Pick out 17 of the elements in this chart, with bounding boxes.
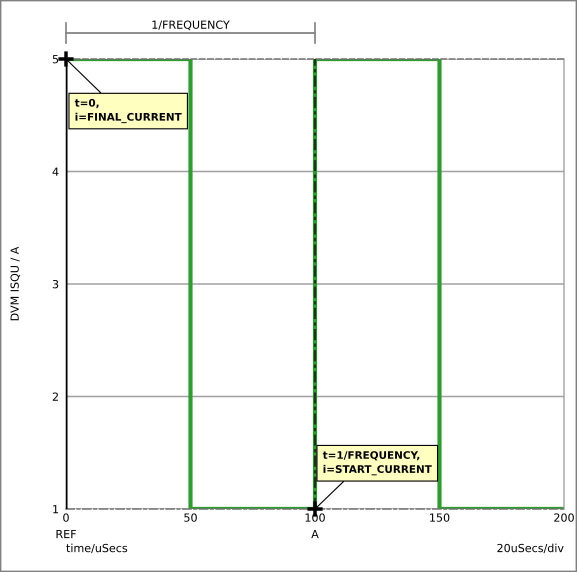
x-tick-label: 200 (554, 513, 574, 522)
x-tick-label: 150 (430, 513, 450, 522)
ref-line-label: A (311, 530, 319, 538)
y-tick-label: 3 (52, 280, 58, 288)
x-axis-title: time/uSecs (66, 544, 128, 554)
annotation: t=0, i=FINAL_CURRENT (74, 98, 182, 124)
y-tick-label: 2 (52, 392, 58, 401)
y-tick-label: 5 (52, 55, 58, 64)
ref-line-label: REF (56, 530, 76, 538)
text: 1/FREQUENCY (152, 20, 230, 30)
y-tick-label: 1 (53, 505, 58, 514)
y-tick-label: 4 (52, 168, 58, 176)
annotation: t=1/FREQUENCY, i=START_CURRENT (322, 451, 432, 476)
x-tick-label: 0 (63, 513, 69, 522)
x-tick-label: 50 (184, 513, 197, 522)
y-axis-title: DVM ISQU / A (10, 246, 20, 320)
text: 20uSecs/div (497, 544, 564, 554)
